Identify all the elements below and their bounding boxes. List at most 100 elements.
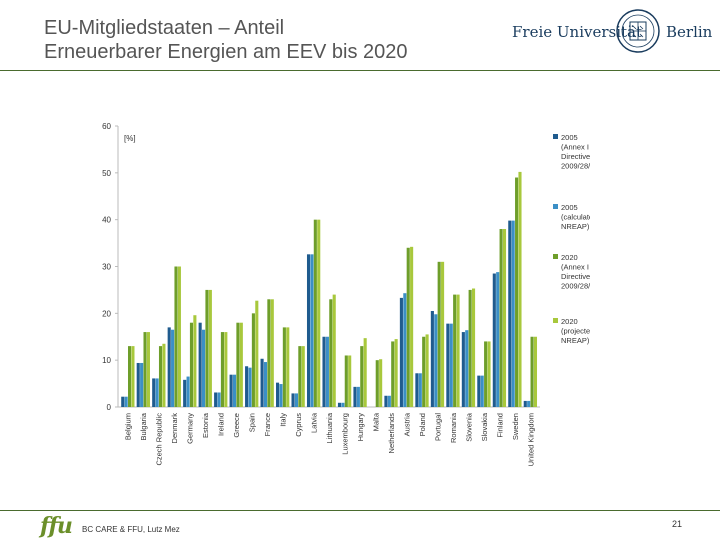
x-category-label: Romania	[449, 412, 458, 443]
x-category-label: Germany	[186, 413, 195, 444]
bar	[344, 355, 348, 407]
bar	[177, 266, 181, 407]
bar	[453, 294, 457, 407]
bar	[158, 346, 163, 407]
bar	[360, 346, 364, 407]
bar	[492, 273, 496, 407]
bar	[236, 322, 240, 407]
logo-text-left: Freie Universität	[512, 23, 643, 41]
x-category-label: United Kingdom	[526, 413, 535, 466]
bar	[255, 300, 259, 407]
footer-credit: BC CARE & FFU, Lutz Mez	[82, 525, 180, 534]
bar	[162, 343, 166, 407]
bar	[224, 332, 228, 407]
bar	[394, 339, 398, 407]
bar	[248, 367, 252, 407]
x-category-label: Lithuania	[325, 412, 334, 443]
bar	[422, 336, 426, 407]
bar	[387, 395, 391, 407]
bar	[518, 171, 522, 407]
bar	[232, 374, 237, 407]
bar	[471, 288, 476, 407]
x-category-label: France	[263, 413, 272, 436]
y-tick-label: 0	[107, 403, 112, 412]
renewable-energy-bar-chart: 0 10 20 30 40 50 60 [%] Belgium Bulgaria Czech Rep…	[102, 122, 590, 466]
bar	[313, 219, 317, 407]
bar	[441, 261, 445, 407]
x-category-label: Czech Republic	[155, 413, 164, 466]
ffu-logo: ffu	[40, 513, 73, 539]
bar	[143, 332, 147, 407]
bar	[260, 358, 264, 407]
bar	[399, 297, 403, 407]
x-category-label: Ireland	[217, 413, 226, 436]
bar	[499, 229, 503, 407]
slide-title-line2: Erneuerbarer Energien am EEV bis 2020	[44, 41, 408, 63]
bar	[279, 384, 283, 407]
bar	[515, 177, 519, 407]
y-tick-label: 60	[102, 122, 111, 131]
bar	[415, 373, 419, 407]
bar	[121, 396, 125, 407]
bar	[298, 346, 302, 407]
bar	[425, 334, 429, 407]
bar	[267, 299, 271, 407]
bar	[430, 310, 434, 407]
bar	[461, 332, 465, 407]
bar	[502, 229, 507, 407]
bar	[406, 247, 410, 407]
bar	[214, 392, 218, 407]
bar	[251, 313, 255, 407]
bar	[527, 400, 531, 407]
bar	[332, 294, 336, 407]
bar	[183, 379, 187, 407]
bar	[449, 323, 453, 407]
legend-label: 2020(Annex I ofDirective2009/28/EC)	[561, 253, 590, 291]
legend-label: 2005(calculated inNREAP)	[561, 203, 590, 231]
page-number: 21	[672, 519, 683, 529]
x-category-label: Italy	[279, 413, 288, 427]
x-category-label: Portugal	[433, 413, 442, 441]
x-category-label: Belgium	[124, 413, 133, 440]
bar	[477, 375, 481, 407]
x-category-label: Bulgaria	[139, 412, 148, 440]
x-category-label: Denmark	[170, 413, 179, 444]
bar	[291, 393, 295, 407]
y-tick-label: 20	[102, 309, 111, 318]
x-category-label: Malta	[371, 412, 380, 431]
bar	[124, 396, 128, 407]
x-category-label: Luxembourg	[340, 413, 349, 455]
x-category-label: Estonia	[201, 412, 210, 438]
bar	[465, 330, 469, 407]
header-divider	[0, 70, 720, 71]
bar	[487, 341, 491, 407]
bar	[379, 359, 383, 407]
bar	[152, 378, 156, 407]
bar	[276, 382, 280, 407]
bar	[523, 400, 527, 407]
bar	[217, 392, 221, 407]
bar	[167, 327, 171, 407]
x-category-label: Slovenia	[464, 412, 473, 442]
bar	[198, 322, 202, 407]
x-category-label: Latvia	[310, 412, 319, 433]
bar	[325, 336, 329, 407]
x-category-label: Spain	[248, 413, 257, 432]
bar	[337, 402, 342, 407]
bar	[317, 219, 321, 407]
bar	[484, 341, 488, 407]
bar	[245, 366, 249, 407]
bar	[375, 360, 379, 407]
bar	[140, 362, 144, 407]
bar	[205, 289, 209, 407]
x-category-label: Cyprus	[294, 413, 303, 437]
bar	[341, 402, 345, 407]
bar	[306, 254, 311, 407]
bar	[310, 254, 314, 407]
bar	[533, 336, 538, 407]
y-tick-label: 30	[102, 263, 111, 272]
bar	[174, 266, 178, 407]
bar	[239, 322, 243, 407]
footer-divider	[0, 510, 720, 511]
bar	[511, 220, 515, 407]
